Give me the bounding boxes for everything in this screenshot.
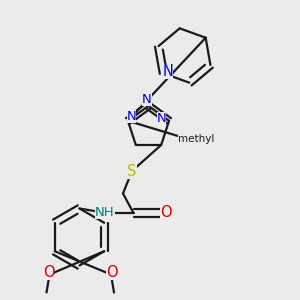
Text: N: N [142,93,152,106]
Text: NH: NH [95,206,115,219]
Text: O: O [160,205,172,220]
Text: O: O [43,265,54,280]
Text: N: N [127,110,136,123]
Text: N: N [162,64,173,79]
Text: N: N [157,112,166,125]
Text: S: S [127,164,137,178]
Text: methyl: methyl [178,134,214,145]
Text: O: O [106,265,118,280]
